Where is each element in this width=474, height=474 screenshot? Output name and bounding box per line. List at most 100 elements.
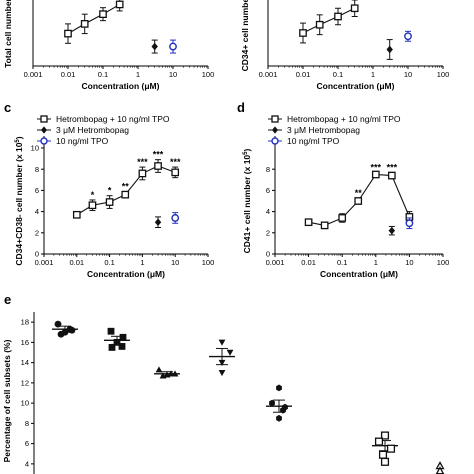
data-point [405, 219, 414, 228]
data-point [99, 10, 107, 19]
y-tick-label: 10 [21, 399, 29, 408]
x-axis-label: Concentration (μM) [87, 269, 165, 279]
y-tick-label: 0 [266, 250, 270, 259]
x-tick-label: 100 [437, 258, 450, 267]
x-axis-label: Concentration (μM) [320, 269, 398, 279]
y-axis-label-end: ) [242, 148, 252, 151]
y-axis-label: CD41+ cell number (x 105) [242, 148, 252, 253]
panel-letter-d: d [237, 100, 245, 115]
data-point [374, 437, 384, 446]
data-point [115, 0, 124, 9]
legend-marker [40, 115, 48, 123]
x-tick-label: 100 [202, 258, 215, 267]
data-point [64, 29, 72, 38]
legend-label: Hetrombopag + 10 ng/ml TPO [56, 114, 170, 124]
y-axis-label: Total cell number [3, 0, 13, 68]
y-axis-label-end: ) [14, 136, 24, 139]
legend-marker [271, 115, 279, 123]
data-point [386, 444, 396, 453]
data-point [282, 403, 288, 411]
data-point [304, 218, 313, 227]
significance-mark: *** [387, 162, 398, 172]
significance-mark: *** [137, 157, 148, 167]
legend-label: 3 μM Hetrombopag [287, 125, 360, 135]
y-axis-label-sup: 5 [243, 151, 249, 155]
data-point [171, 168, 180, 177]
data-point [299, 29, 307, 37]
data-point [334, 12, 342, 21]
data-point [380, 457, 390, 466]
y-tick-label: 6 [35, 186, 39, 195]
significance-mark: *** [371, 162, 382, 172]
chart-b: 0.001 0.01 0.1 1 10 100 Concentration (μM) CD34… [240, 0, 449, 91]
data-point [151, 42, 158, 51]
y-tick-label: 6 [25, 439, 29, 448]
data-point [119, 333, 127, 341]
y-tick-label: 14 [21, 358, 29, 367]
x-tick-label: 1 [374, 258, 378, 267]
x-tick-label: 1 [140, 258, 144, 267]
data-point [154, 218, 162, 227]
significance-mark: ** [122, 181, 130, 191]
x-tick-label: 10 [169, 70, 177, 79]
legend-marker [41, 126, 47, 134]
data-point [218, 339, 226, 346]
data-point [80, 20, 89, 28]
data-point [54, 320, 62, 328]
legend-label: 3 μM Hetrombopag [56, 125, 129, 135]
data-point [378, 450, 388, 459]
y-axis-label-sup: 5 [15, 139, 21, 143]
x-tick-label: 1 [371, 70, 375, 79]
y-tick-label: 8 [266, 165, 270, 174]
y-tick-label: 12 [21, 378, 29, 387]
data-point [387, 171, 396, 180]
data-point [354, 197, 363, 205]
y-axis-label: CD34+ cell number [240, 0, 250, 71]
data-point [218, 359, 226, 367]
x-axis-label: Concentration (μM) [317, 81, 395, 91]
data-point [276, 384, 282, 392]
data-point [338, 214, 347, 222]
data-point [269, 399, 275, 407]
chart-d: 0.001 0.01 0.1 1 10 100 Concentration (μM) 0 2 4 6… [242, 114, 449, 279]
data-point [159, 372, 167, 379]
significance-mark: * [108, 186, 112, 196]
legend-label: 10 ng/ml TPO [287, 136, 340, 146]
chart-e: 4 6 8 10 12 14 16 18 Percentage of cell subsets … [2, 312, 445, 474]
significance-mark: *** [153, 150, 164, 160]
data-point [218, 370, 226, 377]
legend-marker [272, 126, 278, 134]
significance-mark: *** [170, 157, 181, 167]
chart-c: 0.001 0.01 0.1 1 10 100 Concentration (μM) 0 2 4 6… [14, 114, 214, 279]
legend-label: Hetrombopag + 10 ng/ml TPO [287, 114, 401, 124]
y-tick-label: 2 [35, 228, 39, 237]
data-point [118, 343, 126, 350]
y-tick-label: 4 [266, 207, 270, 216]
y-tick-label: 18 [21, 318, 29, 327]
x-tick-label: 0.1 [333, 70, 343, 79]
legend-marker [271, 137, 279, 145]
data-point [108, 344, 116, 351]
x-tick-label: 0.01 [69, 258, 84, 267]
series-line [67, 3, 120, 35]
data-point [388, 226, 396, 235]
data-point [226, 349, 234, 356]
data-point [72, 210, 81, 219]
x-tick-label: 0.1 [337, 258, 347, 267]
y-tick-label: 8 [25, 419, 29, 428]
data-point [404, 32, 412, 41]
data-point [167, 370, 175, 377]
data-point [169, 42, 177, 51]
y-axis-label: CD34+CD38- cell number (x 105) [14, 136, 24, 265]
y-tick-label: 4 [35, 207, 39, 216]
data-point [276, 414, 282, 422]
data-point [57, 330, 65, 338]
y-tick-label: 0 [35, 250, 39, 259]
data-point [68, 326, 76, 334]
x-tick-label: 10 [405, 258, 413, 267]
y-tick-label: 2 [266, 228, 270, 237]
data-point [371, 170, 380, 179]
x-tick-label: 0.1 [104, 258, 114, 267]
data-point [155, 366, 163, 373]
data-point [105, 198, 114, 206]
